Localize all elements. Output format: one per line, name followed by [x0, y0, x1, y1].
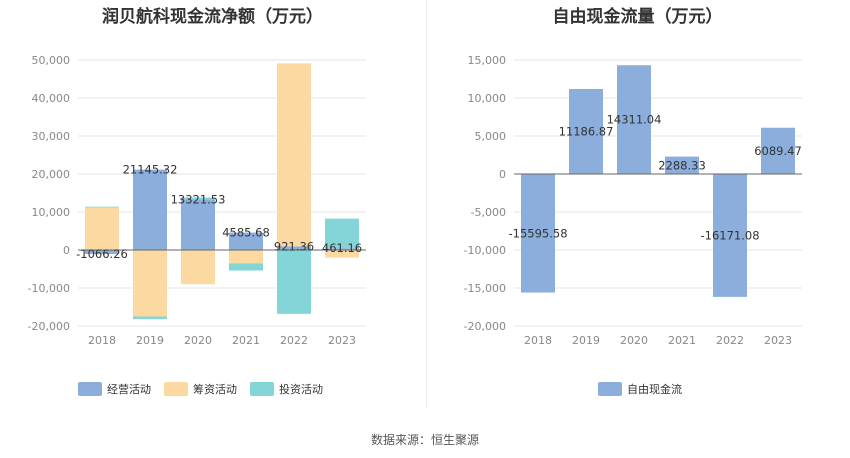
- data-label: 21145.32: [123, 163, 178, 177]
- data-source-note: 数据来源：恒生聚源: [370, 433, 479, 447]
- legend-swatch-financing: [164, 382, 188, 396]
- bar-investing[interactable]: [133, 316, 167, 320]
- bar-free_cash_flow[interactable]: [569, 88, 603, 174]
- y-tick-label: -20,000: [464, 320, 506, 333]
- legend-item-free-cash-flow[interactable]: 自由现金流: [598, 381, 682, 397]
- x-tick-label: 2018: [88, 334, 116, 347]
- x-tick-label: 2023: [328, 334, 356, 347]
- bar-operating[interactable]: [229, 232, 263, 250]
- y-tick-label: 40,000: [32, 92, 71, 105]
- bar-financing[interactable]: [181, 250, 215, 285]
- data-label: 13321.53: [171, 192, 226, 206]
- bar-investing[interactable]: [325, 218, 359, 249]
- bar-financing[interactable]: [229, 250, 263, 264]
- legend-item-financing[interactable]: 筹资活动: [164, 381, 237, 397]
- bar-free_cash_flow[interactable]: [521, 174, 555, 293]
- y-tick-label: 0: [499, 168, 506, 181]
- bar-financing[interactable]: [133, 250, 167, 317]
- x-tick-label: 2021: [668, 334, 696, 347]
- bar-free_cash_flow[interactable]: [665, 156, 699, 174]
- bar-financing[interactable]: [325, 250, 359, 258]
- x-tick-label: 2019: [136, 334, 164, 347]
- bar-operating[interactable]: [133, 169, 167, 250]
- cash-flow-net-chart: 50,000 40,000 30,000 20,000 10,000 0 -10,000 -2…: [28, 54, 366, 347]
- bar-free_cash_flow[interactable]: [617, 65, 651, 174]
- right-chart-title: 自由现金流量（万元）: [552, 7, 723, 27]
- data-label: -1066.26: [76, 247, 128, 261]
- legend-item-investing[interactable]: 投资活动: [250, 381, 323, 397]
- data-label: 4585.68: [222, 226, 270, 240]
- y-tick-label: -15,000: [464, 282, 506, 295]
- bar-free_cash_flow[interactable]: [713, 174, 747, 297]
- y-tick-label: 15,000: [468, 54, 507, 67]
- bar-financing[interactable]: [277, 63, 311, 247]
- bar-operating[interactable]: [325, 248, 359, 250]
- y-tick-label: 10,000: [468, 92, 507, 105]
- y-tick-label: -5,000: [471, 206, 506, 219]
- left-legend: 经营活动 筹资活动 投资活动: [78, 381, 336, 397]
- legend-swatch-free-cash-flow: [598, 382, 622, 396]
- y-tick-label: -20,000: [28, 320, 70, 333]
- legend-label-financing: 筹资活动: [193, 383, 237, 396]
- bar-financing[interactable]: [85, 207, 119, 250]
- data-label: -16171.08: [700, 228, 759, 242]
- data-label: 11186.87: [559, 124, 614, 138]
- legend-label-operating: 经营活动: [107, 383, 151, 396]
- x-tick-label: 2020: [184, 334, 212, 347]
- right-legend: 自由现金流: [598, 381, 695, 397]
- legend-swatch-operating: [78, 382, 102, 396]
- bar-free_cash_flow[interactable]: [761, 127, 795, 174]
- legend-label-free-cash-flow: 自由现金流: [627, 383, 682, 396]
- bar-operating[interactable]: [85, 250, 119, 255]
- data-label: 921.36: [274, 239, 314, 253]
- y-tick-label: 5,000: [475, 130, 507, 143]
- legend-label-investing: 投资活动: [279, 383, 323, 396]
- bar-operating[interactable]: [181, 199, 215, 250]
- y-tick-label: 30,000: [32, 130, 71, 143]
- x-tick-label: 2019: [572, 334, 600, 347]
- data-label: 14311.04: [607, 113, 662, 127]
- bar-investing[interactable]: [277, 250, 311, 314]
- y-tick-label: 0: [63, 244, 70, 257]
- y-tick-label: 50,000: [32, 54, 71, 67]
- data-label: 2288.33: [658, 158, 706, 172]
- y-tick-label: -10,000: [464, 244, 506, 257]
- free-cash-flow-chart: 15,000 10,000 5,000 0 -5,000 -10,000 -15,000 -2…: [464, 54, 802, 347]
- x-tick-label: 2020: [620, 334, 648, 347]
- y-tick-label: -10,000: [28, 282, 70, 295]
- bar-investing[interactable]: [229, 263, 263, 271]
- x-tick-label: 2022: [280, 334, 308, 347]
- panel-divider: [426, 0, 427, 408]
- x-tick-label: 2018: [524, 334, 552, 347]
- left-chart-title: 润贝航科现金流净额（万元）: [102, 7, 323, 27]
- legend-item-operating[interactable]: 经营活动: [78, 381, 151, 397]
- y-tick-label: 10,000: [32, 206, 71, 219]
- bar-investing[interactable]: [85, 206, 119, 208]
- x-tick-label: 2021: [232, 334, 260, 347]
- x-tick-label: 2022: [716, 334, 744, 347]
- data-label: 461.16: [322, 241, 362, 255]
- data-label: -15595.58: [508, 226, 567, 240]
- legend-swatch-investing: [250, 382, 274, 396]
- data-label: 6089.47: [754, 144, 802, 158]
- x-tick-label: 2023: [764, 334, 792, 347]
- y-tick-label: 20,000: [32, 168, 71, 181]
- bar-investing[interactable]: [181, 197, 215, 200]
- bar-operating[interactable]: [277, 246, 311, 250]
